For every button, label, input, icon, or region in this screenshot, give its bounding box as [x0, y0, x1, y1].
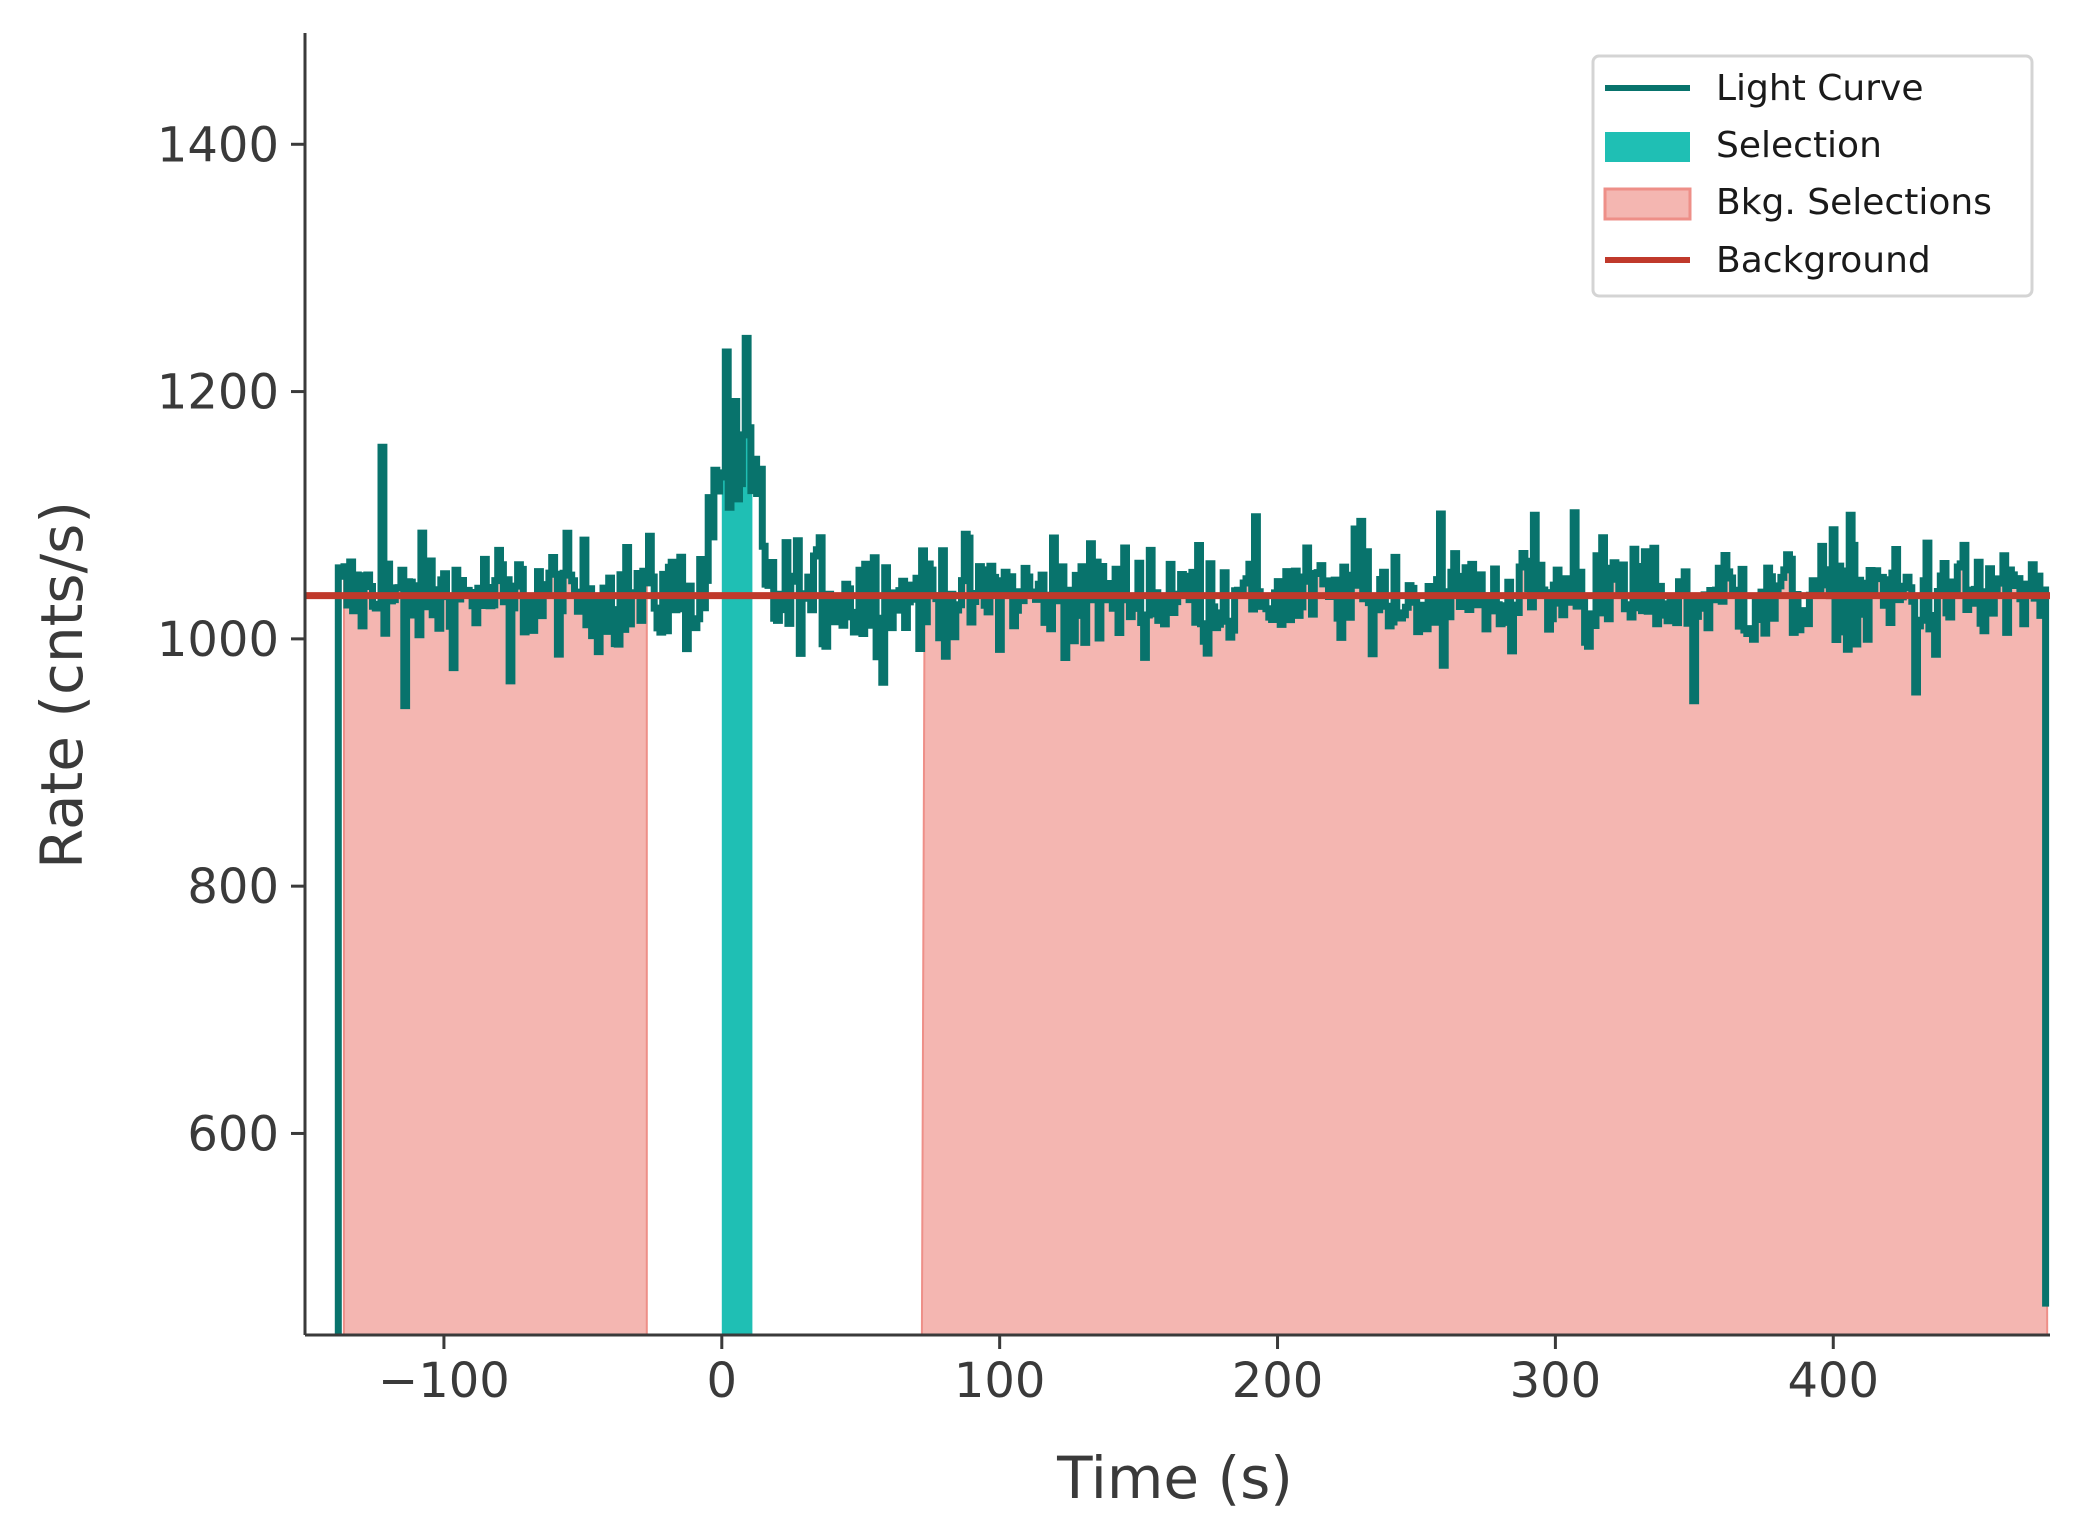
y-tick-label: 600 — [187, 1106, 279, 1162]
x-tick-label: 100 — [954, 1353, 1046, 1409]
x-tick-label: 200 — [1232, 1353, 1324, 1409]
legend-bkg-selections-label: Bkg. Selections — [1716, 182, 1992, 223]
x-axis-label: Time (s) — [1056, 1444, 1293, 1512]
x-tick-label: −100 — [378, 1353, 510, 1409]
legend: Light Curve Selection Bkg. Selections Ba… — [1591, 54, 2034, 298]
selection-region — [721, 338, 753, 1335]
bkg-selection-region-2 — [920, 511, 2049, 1336]
y-tick-label: 800 — [187, 859, 279, 915]
legend-selection-swatch — [1605, 132, 1690, 162]
y-tick-label: 1200 — [157, 365, 279, 421]
y-tick-label: 1000 — [157, 612, 279, 668]
x-tick-label: 300 — [1510, 1353, 1602, 1409]
legend-background-label: Background — [1716, 240, 1931, 281]
y-tick-label: 1400 — [157, 117, 279, 173]
legend-selection-label: Selection — [1716, 125, 1882, 166]
legend-light-curve-label: Light Curve — [1716, 68, 1924, 109]
x-tick-label: 400 — [1787, 1353, 1879, 1409]
selection-layer — [721, 338, 753, 1335]
legend-bkg-selections-swatch — [1603, 187, 1692, 221]
x-tick-label: 0 — [707, 1353, 738, 1409]
axes: −100 0 100 200 300 400 600 800 1000 1200 1400 — [157, 33, 2050, 1409]
legend-frame — [1591, 54, 2034, 298]
y-axis-label: Rate (cnts/s) — [28, 501, 96, 869]
